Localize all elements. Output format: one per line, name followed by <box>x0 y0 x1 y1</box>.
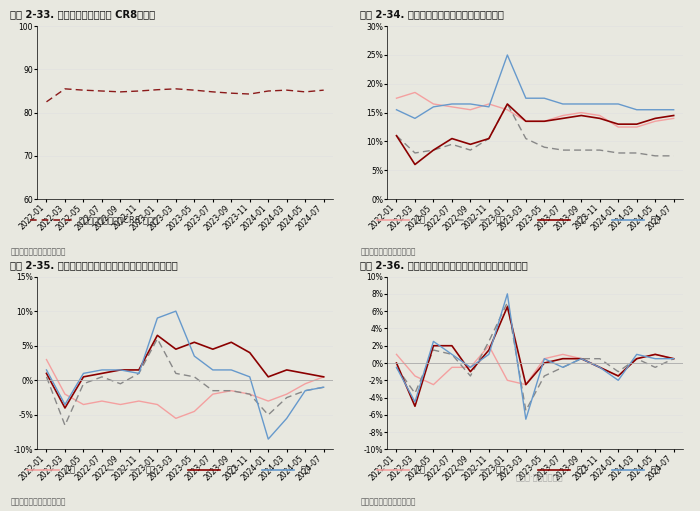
Text: 中通: 中通 <box>227 466 237 475</box>
Text: 图表 2-35. 典型快递上市公司市场占有率同比变动（月）: 图表 2-35. 典型快递上市公司市场占有率同比变动（月） <box>10 260 178 270</box>
Text: 公众号·靖添交通观点: 公众号·靖添交通观点 <box>515 473 563 482</box>
Text: 资料来源：万得，中银证券: 资料来源：万得，中银证券 <box>10 247 66 256</box>
Text: 圆通: 圆通 <box>651 216 661 224</box>
Text: 韵达: 韵达 <box>65 466 76 475</box>
Text: 中通: 中通 <box>577 216 587 224</box>
Text: 资料来源：万得，中银证券: 资料来源：万得，中银证券 <box>360 247 416 256</box>
Text: 快递品牌集中度指数CR8:累计值: 快递品牌集中度指数CR8:累计值 <box>78 216 158 224</box>
Text: 资料来源：万得，中银证券: 资料来源：万得，中银证券 <box>360 497 416 506</box>
Text: 图表 2-33. 快递行业集中度指数 CR8（月）: 图表 2-33. 快递行业集中度指数 CR8（月） <box>10 10 155 19</box>
Text: 资料来源：万得，中银证券: 资料来源：万得，中银证券 <box>10 497 66 506</box>
Text: 中通: 中通 <box>577 466 587 475</box>
Text: 顺丰: 顺丰 <box>496 466 506 475</box>
Text: 韵达: 韵达 <box>415 466 426 475</box>
Text: 图表 2-36. 典型快递上市公司市场占有率环比变动（月）: 图表 2-36. 典型快递上市公司市场占有率环比变动（月） <box>360 260 528 270</box>
Text: 图表 2-34. 典型快递上市公司市场占有率（月）: 图表 2-34. 典型快递上市公司市场占有率（月） <box>360 10 504 19</box>
Text: 圆通: 圆通 <box>301 466 311 475</box>
Text: 顺丰: 顺丰 <box>496 216 506 224</box>
Text: 顺丰: 顺丰 <box>146 466 156 475</box>
Text: 韵达: 韵达 <box>415 216 426 224</box>
Text: 圆通: 圆通 <box>651 466 661 475</box>
